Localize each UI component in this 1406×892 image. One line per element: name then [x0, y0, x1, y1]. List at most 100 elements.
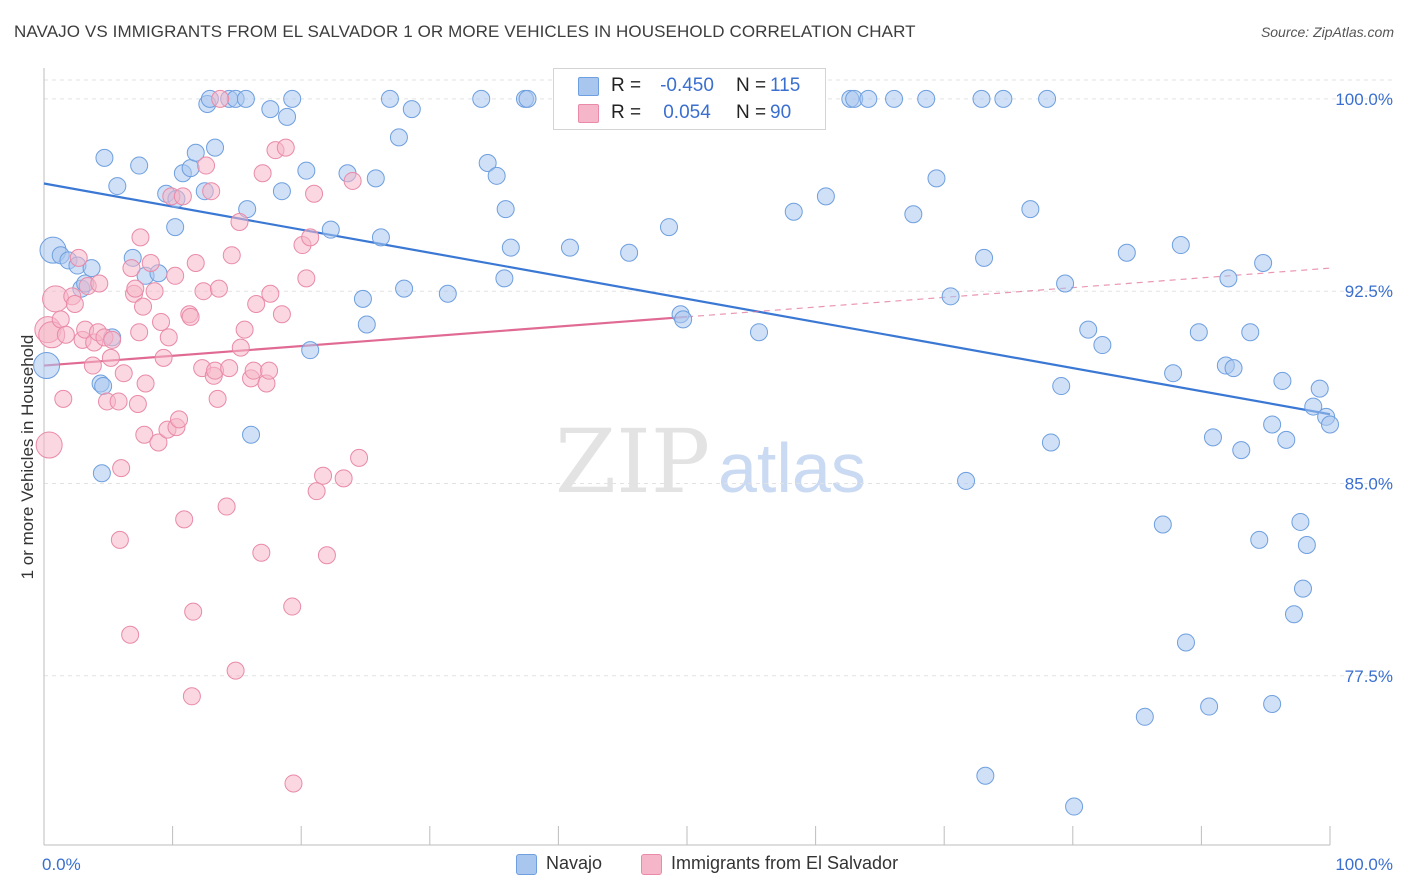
salvador-point	[283, 597, 302, 616]
salvador-point	[136, 374, 155, 393]
correlation-legend: R = -0.450 N = 115 R = 0.054 N = 90	[553, 68, 826, 130]
navajo-point	[1200, 697, 1219, 716]
salvador-point	[51, 310, 70, 329]
navajo-point	[108, 177, 127, 196]
salvador-point	[222, 246, 241, 265]
salvador-point	[209, 279, 228, 298]
salvador-point	[69, 248, 88, 267]
salvador-point	[152, 312, 171, 331]
navajo-point	[1263, 694, 1282, 713]
salvador-point	[182, 687, 201, 706]
navajo-point	[1254, 253, 1273, 272]
salvador-point	[170, 410, 189, 429]
salvador-trend-extension	[686, 267, 1331, 318]
salvador-point	[141, 253, 160, 272]
salvador-point	[56, 325, 75, 344]
watermark-atlas: atlas	[718, 429, 866, 507]
navajo-point	[1041, 433, 1060, 452]
navajo-point	[885, 89, 904, 108]
navajo-point	[95, 148, 114, 167]
navajo-point	[1203, 428, 1222, 447]
navajo-point	[501, 238, 520, 257]
x-tick-label: 0.0%	[42, 855, 81, 874]
navajo-legend-label: Navajo	[546, 853, 603, 873]
salvador-point	[211, 89, 230, 108]
navajo-point	[82, 259, 101, 278]
navajo-point	[518, 89, 537, 108]
navajo-point	[1291, 512, 1310, 531]
navajo-point	[261, 100, 280, 119]
navajo-point	[1117, 243, 1136, 262]
navajo-r-value: -0.450	[660, 75, 714, 96]
salvador-point	[110, 530, 129, 549]
salvador-point	[305, 184, 324, 203]
salvador-point	[307, 482, 326, 501]
navajo-point	[380, 89, 399, 108]
salvador-point	[343, 171, 362, 190]
n-label: N =	[736, 102, 767, 123]
salvador-point	[301, 228, 320, 247]
salvador-point	[276, 138, 295, 157]
navajo-point	[620, 243, 639, 262]
y-axis-label: 1 or more Vehicles in Household	[18, 335, 37, 580]
salvador-point	[54, 389, 73, 408]
navajo-swatch	[578, 77, 599, 96]
navajo-point	[927, 169, 946, 188]
navajo-point	[487, 166, 506, 185]
salvador-point	[154, 348, 173, 367]
y-tick-label: 77.5%	[1345, 667, 1393, 686]
navajo-point	[976, 766, 995, 785]
x-tick-label: 100.0%	[1335, 855, 1393, 874]
r-label: R =	[611, 102, 642, 123]
navajo-point	[206, 138, 225, 157]
navajo-trend-line	[43, 182, 1331, 416]
salvador-point	[114, 364, 133, 383]
navajo-point	[242, 425, 261, 444]
salvador-point	[208, 389, 227, 408]
salvador-point	[112, 459, 131, 478]
salvador-point	[297, 269, 316, 288]
salvador-point	[130, 323, 149, 342]
series-legend: Navajo Immigrants from El Salvador	[0, 852, 1406, 876]
salvador-point	[197, 156, 216, 175]
salvador-n-value: 90	[770, 102, 792, 123]
navajo-point	[272, 182, 291, 201]
chart-title: NAVAJO VS IMMIGRANTS FROM EL SALVADOR 1 …	[14, 22, 916, 41]
salvador-legend-swatch	[641, 854, 662, 875]
navajo-point	[1241, 323, 1260, 342]
navajo-point	[1079, 320, 1098, 339]
navajo-point	[904, 205, 923, 224]
navajo-point	[975, 248, 994, 267]
salvador-point	[217, 497, 236, 516]
navajo-point	[1277, 430, 1296, 449]
salvador-point	[226, 661, 245, 680]
navajo-point	[92, 464, 111, 483]
navajo-point	[1038, 89, 1057, 108]
navajo-point	[278, 107, 297, 126]
salvador-point	[181, 307, 200, 326]
navajo-point	[659, 218, 678, 237]
salvador-point	[175, 510, 194, 529]
navajo-point	[1176, 633, 1195, 652]
salvador-point	[231, 338, 250, 357]
r-label: R =	[611, 75, 642, 96]
salvador-point	[134, 297, 153, 316]
navajo-legend-swatch	[516, 854, 537, 875]
navajo-point	[438, 284, 457, 303]
navajo-point	[941, 287, 960, 306]
navajo-point	[1224, 359, 1243, 378]
navajo-point	[389, 128, 408, 147]
salvador-point	[131, 228, 150, 247]
navajo-point	[1250, 530, 1269, 549]
salvador-point	[247, 295, 266, 314]
y-tick-label: 100.0%	[1335, 90, 1393, 109]
navajo-point	[472, 89, 491, 108]
navajo-point	[94, 377, 113, 396]
navajo-point	[1056, 274, 1075, 293]
salvador-point	[350, 448, 369, 467]
salvador-point	[35, 431, 63, 459]
navajo-point	[917, 89, 936, 108]
n-label: N =	[736, 75, 767, 96]
navajo-point	[357, 315, 376, 334]
navajo-point	[366, 169, 385, 188]
